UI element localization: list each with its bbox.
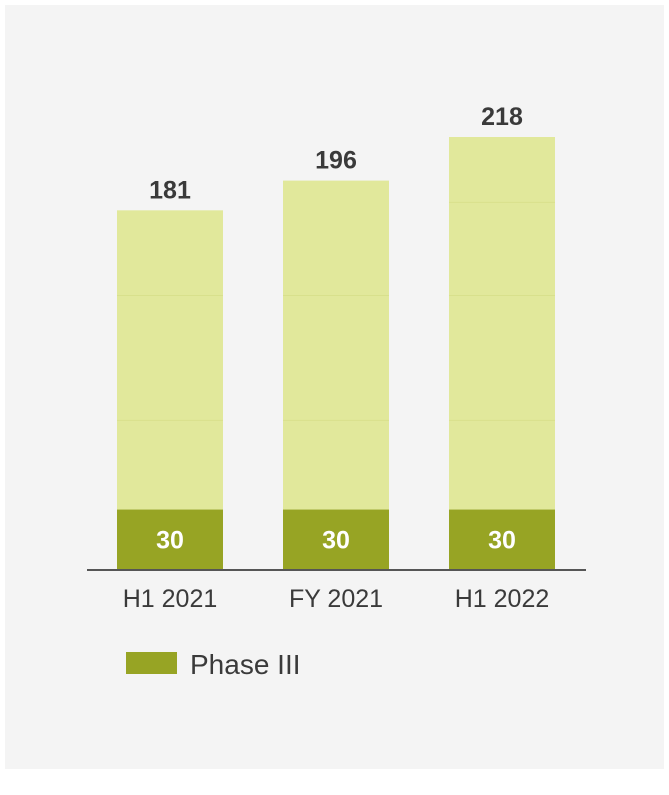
x-tick-label-3: H1 2022	[455, 585, 550, 613]
bar-phase-iii-3	[449, 509, 555, 569]
bar-upper-1	[117, 210, 223, 510]
legend-label-phase-iii: Phase III	[190, 649, 301, 680]
phase-iii-value-label-1: 30	[156, 526, 184, 554]
total-value-label-2: 196	[315, 147, 357, 175]
bar-upper-3	[449, 137, 555, 510]
phase-iii-value-label-2: 30	[322, 526, 350, 554]
labels-group: 30 181 H1 2021 30 196 FY 2021 30 218 H1 2022	[123, 103, 550, 613]
legend-swatch-phase-iii	[126, 652, 177, 674]
legend: Phase III	[126, 649, 301, 680]
bar-phase-iii-1	[117, 509, 223, 569]
x-tick-label-1: H1 2021	[123, 585, 218, 613]
total-value-label-1: 181	[149, 176, 191, 204]
phase-iii-value-label-3: 30	[488, 526, 516, 554]
bar-phase-iii-2	[283, 509, 389, 569]
bar-upper-2	[283, 180, 389, 510]
bars-group	[117, 137, 555, 569]
x-tick-label-2: FY 2021	[289, 585, 383, 613]
total-value-label-3: 218	[481, 103, 523, 131]
